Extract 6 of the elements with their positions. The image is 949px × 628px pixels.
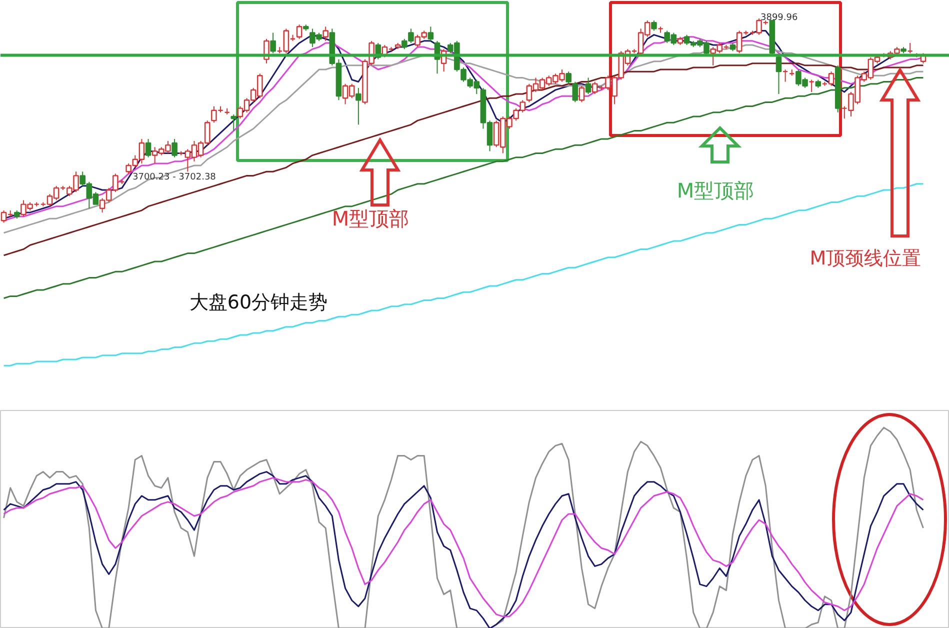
annotation: 3700.23 - 3702.38 bbox=[132, 172, 216, 182]
annotation: M型顶部 bbox=[676, 178, 754, 202]
annotation: 3899.96 bbox=[760, 13, 798, 23]
text: M顶颈线位置 bbox=[810, 248, 922, 270]
annotation: M型顶部 bbox=[332, 206, 410, 230]
text: 大盘60分钟走势 bbox=[189, 292, 328, 314]
